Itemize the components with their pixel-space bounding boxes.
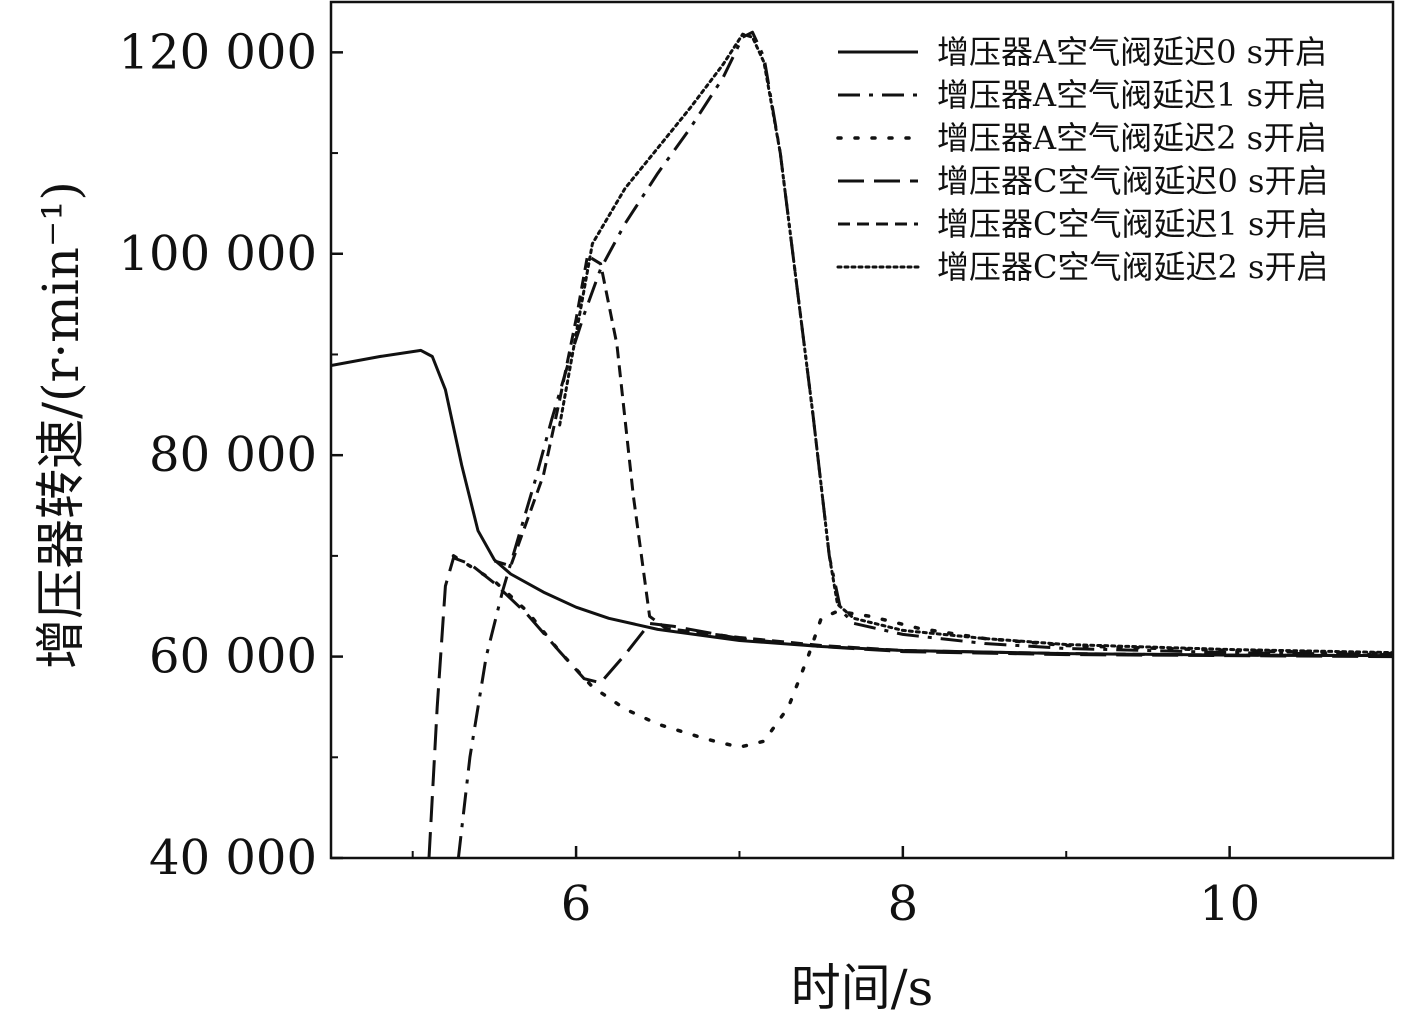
y-tick-label: 100 000 bbox=[119, 226, 318, 282]
legend-label-5: 增压器C空气阀延迟1 s开启 bbox=[937, 205, 1328, 243]
x-tick-label: 8 bbox=[888, 876, 919, 932]
x-tick-label: 6 bbox=[561, 876, 592, 932]
y-tick-label: 120 000 bbox=[119, 24, 318, 80]
series-line-6 bbox=[558, 32, 1393, 655]
y-tick-label: 40 000 bbox=[149, 830, 317, 886]
legend-label-1: 增压器A空气阀延迟0 s开启 bbox=[937, 33, 1327, 71]
legend-label-3: 增压器A空气阀延迟2 s开启 bbox=[937, 119, 1327, 157]
y-tick-label: 80 000 bbox=[149, 427, 317, 483]
x-tick-label: 10 bbox=[1199, 876, 1260, 932]
series-line-5 bbox=[493, 254, 1393, 658]
series-line-2 bbox=[456, 30, 1393, 858]
plot-frame bbox=[329, 0, 1395, 860]
series-line-1 bbox=[331, 348, 1393, 658]
legend-label-2: 增压器A空气阀延迟1 s开启 bbox=[937, 76, 1327, 114]
ticks-layer: 40 000 60 000 80 000 100 000 120 000 6 8 10 bbox=[119, 24, 1261, 932]
x-axis-title: 时间/s bbox=[791, 959, 934, 1017]
legend-label-6: 增压器C空气阀延迟2 s开启 bbox=[937, 248, 1328, 286]
series-line-4 bbox=[427, 556, 1393, 858]
series-line-3 bbox=[451, 554, 1393, 749]
y-axis-title: 增压器转速/(r·min⁻¹) bbox=[32, 181, 90, 669]
y-tick-label: 60 000 bbox=[149, 629, 317, 685]
legend-label-4: 增压器C空气阀延迟0 s开启 bbox=[937, 162, 1328, 200]
series-layer bbox=[331, 30, 1393, 858]
